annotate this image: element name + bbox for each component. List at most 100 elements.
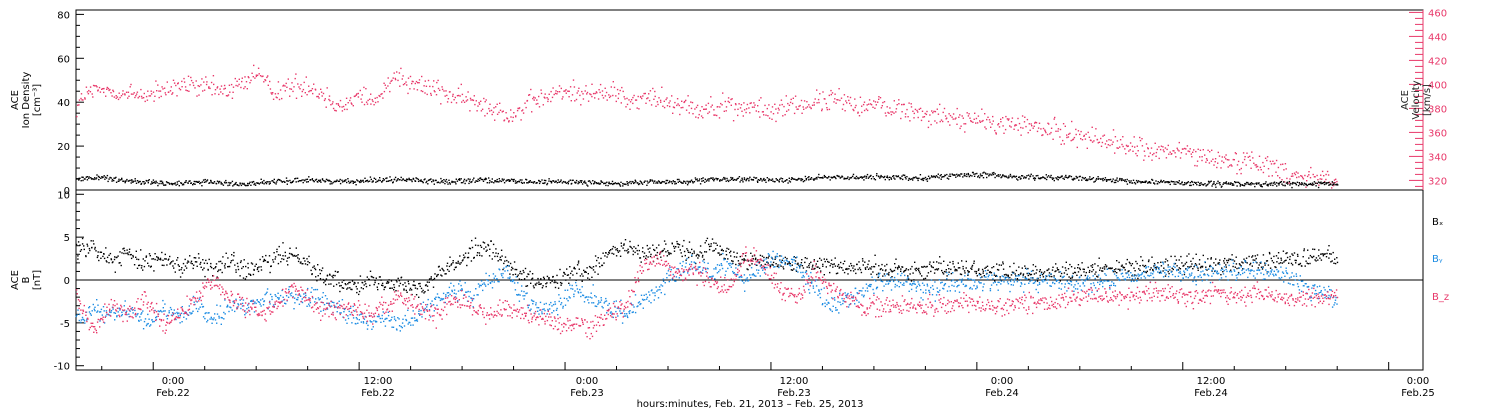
- density-point: [617, 182, 620, 184]
- bx-point: [583, 269, 585, 272]
- density-point: [105, 177, 108, 179]
- density-point: [1081, 179, 1083, 181]
- density-point: [185, 181, 187, 183]
- density-point: [118, 178, 120, 180]
- density-point: [176, 183, 179, 185]
- velocity-point: [313, 83, 315, 85]
- bx-point: [347, 283, 349, 285]
- velocity-point: [472, 99, 475, 102]
- by-point: [172, 313, 175, 316]
- bx-point: [598, 262, 600, 264]
- bx-point: [1091, 264, 1094, 266]
- density-point: [1112, 178, 1114, 180]
- density-point: [291, 181, 294, 183]
- bx-point: [375, 277, 377, 279]
- density-point: [311, 178, 314, 180]
- density-point: [447, 183, 449, 185]
- density-point: [1331, 184, 1334, 186]
- velocity-point: [642, 95, 644, 97]
- bx-point: [842, 269, 844, 271]
- density-point: [1120, 178, 1122, 180]
- density-point: [815, 176, 818, 179]
- velocity-point: [178, 87, 181, 90]
- by-point: [202, 316, 205, 318]
- density-point: [330, 181, 332, 183]
- density-point: [863, 179, 865, 181]
- by-point: [281, 289, 283, 292]
- density-point: [673, 181, 675, 183]
- velocity-point: [190, 79, 193, 82]
- velocity-point: [1258, 155, 1261, 157]
- density-point: [902, 174, 904, 176]
- density-point: [202, 179, 205, 181]
- velocity-point: [420, 90, 422, 92]
- density-point: [590, 183, 593, 185]
- velocity-point: [913, 117, 915, 119]
- velocity-point: [244, 76, 246, 78]
- by-point: [399, 330, 401, 332]
- velocity-point: [1176, 147, 1178, 149]
- bx-point: [852, 267, 854, 269]
- density-point: [800, 179, 802, 182]
- density-point: [618, 183, 620, 185]
- bx-point: [862, 260, 864, 262]
- by-point: [322, 309, 325, 312]
- density-point: [544, 182, 546, 184]
- density-point: [1236, 181, 1238, 183]
- velocity-point: [612, 81, 614, 83]
- velocity-point: [200, 84, 202, 86]
- velocity-point: [995, 133, 997, 135]
- velocity-point: [393, 72, 395, 74]
- velocity-point: [951, 116, 953, 118]
- density-point: [685, 182, 687, 184]
- density-point: [1086, 178, 1088, 180]
- bx-point: [190, 260, 193, 262]
- bx-point: [412, 284, 414, 286]
- by-point: [290, 294, 292, 297]
- velocity-point: [1079, 133, 1081, 136]
- by-point: [404, 314, 406, 317]
- density-point: [759, 179, 761, 181]
- velocity-point: [152, 91, 155, 93]
- density-point: [953, 174, 955, 176]
- density-point: [379, 179, 381, 182]
- velocity-point: [1221, 156, 1223, 158]
- density-point: [485, 178, 488, 180]
- density-point: [646, 180, 648, 182]
- velocity-tick-label: 380: [1428, 104, 1447, 115]
- bx-point: [240, 260, 242, 262]
- bx-point: [626, 250, 628, 252]
- bx-point: [710, 243, 712, 245]
- bx-point: [586, 267, 588, 269]
- density-point: [1008, 176, 1010, 179]
- velocity-point: [1256, 165, 1259, 168]
- density-point: [321, 179, 324, 181]
- density-point: [610, 182, 612, 185]
- bx-point: [353, 283, 355, 285]
- velocity-point: [926, 110, 928, 113]
- bx-point: [174, 263, 176, 265]
- bx-point: [830, 263, 832, 265]
- bx-point: [1084, 274, 1087, 277]
- bx-point: [274, 258, 276, 260]
- bx-point: [665, 243, 667, 245]
- bx-point: [842, 263, 845, 265]
- bx-series: [75, 237, 1339, 298]
- density-point: [165, 181, 168, 183]
- density-point: [156, 182, 158, 184]
- bx-point: [105, 247, 107, 249]
- density-point: [810, 178, 812, 180]
- velocity-point: [893, 112, 895, 114]
- bx-point: [1068, 276, 1070, 278]
- density-point: [1051, 177, 1053, 179]
- by-point: [364, 315, 366, 318]
- bx-point: [567, 274, 570, 276]
- density-point: [867, 177, 870, 179]
- density-point: [508, 179, 511, 181]
- by-point: [181, 321, 183, 323]
- density-point: [702, 180, 705, 182]
- density-point: [1147, 182, 1149, 184]
- bx-point: [1020, 272, 1022, 274]
- density-tick-label: 0: [64, 186, 70, 197]
